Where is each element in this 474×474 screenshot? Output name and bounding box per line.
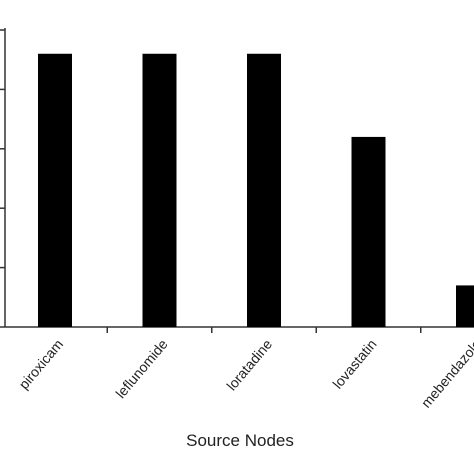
bar — [38, 53, 72, 327]
x-tick-label: piroxicam — [15, 336, 66, 392]
x-tick-label: leflunomide — [112, 336, 170, 401]
bar — [247, 53, 281, 327]
bar — [456, 285, 474, 327]
x-axis-title: Source Nodes — [186, 431, 294, 450]
x-tick-label: loratadine — [223, 336, 275, 394]
bar — [351, 136, 386, 327]
x-tick-label: mebendazole — [418, 336, 474, 411]
x-tick-label: lovastatin — [329, 336, 379, 392]
bar — [142, 53, 177, 327]
